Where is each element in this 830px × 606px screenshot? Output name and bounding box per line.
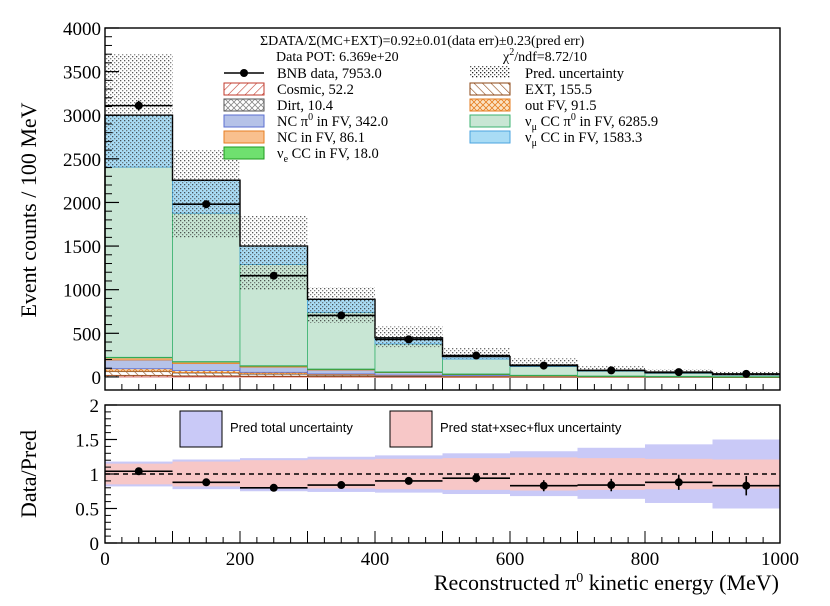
pot-text: Data POT: 6.369e+20 <box>276 50 399 65</box>
data-point-8 <box>674 368 683 377</box>
data-point-7 <box>607 366 616 375</box>
svg-text:Cosmic, 52.2: Cosmic, 52.2 <box>277 82 354 98</box>
ratio-xtick-label-1000: 1000 <box>761 549 799 570</box>
ratio-xtick-label-600: 600 <box>496 549 525 570</box>
ratio-point-0 <box>134 467 143 476</box>
legend-entry-nc-pi0: NC π0 in FV, 342.0 <box>223 112 388 130</box>
legend-entry-cosmic: Cosmic, 52.2 <box>223 82 354 98</box>
legend-entry-nc: NC in FV, 86.1 <box>223 130 365 146</box>
ratio-point-8 <box>674 478 683 487</box>
svg-text:Pred. uncertainty: Pred. uncertainty <box>525 66 625 82</box>
ratio-point-2 <box>269 483 278 492</box>
ratio-summary-text: ΣDATA/Σ(MC+EXT)=0.92±0.01(data err)±0.23… <box>260 34 585 49</box>
svg-text:EXT, 155.5: EXT, 155.5 <box>525 82 592 98</box>
y-axis-title: Event counts / 100 MeV <box>16 102 41 317</box>
stack-bar-numu-cc-pi0-in-fv-1 <box>172 212 241 362</box>
top-ytick-label-3000: 3000 <box>63 106 101 127</box>
svg-text:BNB data, 7953.0: BNB data, 7953.0 <box>277 66 382 82</box>
stack-bar-numu-cc-pi0-in-fv-5 <box>442 358 511 375</box>
top-ytick-label-2500: 2500 <box>63 150 101 171</box>
top-ytick-label-500: 500 <box>73 324 102 345</box>
ratio-point-6 <box>539 481 548 490</box>
svg-text:out FV, 91.5: out FV, 91.5 <box>525 98 596 114</box>
svg-text:Pred total uncertainty: Pred total uncertainty <box>230 420 353 435</box>
ratio-y-axis-title: Data/Pred <box>16 430 41 518</box>
data-point-5 <box>472 351 481 360</box>
legend-entry-syst-unc: Pred stat+xsec+flux uncertainty <box>389 410 622 448</box>
ratio-ytick-label-1: 0.5 <box>75 500 99 521</box>
ratio-point-3 <box>337 481 346 490</box>
pred-uncertainty-band-1 <box>172 150 240 238</box>
svg-text:Dirt, 10.4: Dirt, 10.4 <box>277 98 334 114</box>
top-axes: 0 500 1000 1500 2000 2500 3000 3500 4000 <box>63 19 781 390</box>
svg-text:νe CC in FV, 18.0: νe CC in FV, 18.0 <box>277 146 379 165</box>
data-point-6 <box>539 361 548 370</box>
top-ytick-label-1000: 1000 <box>63 281 101 302</box>
data-point-4 <box>404 335 413 344</box>
stack-bar-nc-0-in-fv-1 <box>172 363 241 371</box>
ratio-point-1 <box>202 478 211 487</box>
top-ytick-label-2000: 2000 <box>63 193 101 214</box>
legend-entry-numu-cc: νμ CC in FV, 1583.3 <box>469 130 642 149</box>
ratio-data-layer <box>105 467 780 496</box>
stack-bar-numu-cc-pi0-in-fv-0 <box>104 166 173 358</box>
x-axis-title: Reconstructed π0 kinetic energy (MeV) <box>434 570 779 595</box>
ratio-xtick-label-0: 0 <box>100 549 110 570</box>
legend-entry-data: BNB data, 7953.0 <box>224 66 382 82</box>
legend-entry-out-fv: out FV, 91.5 <box>469 98 596 114</box>
ratio-point-9 <box>742 481 751 490</box>
legend-entry-nue-cc: νe CC in FV, 18.0 <box>223 146 379 165</box>
ratio-point-7 <box>607 481 616 490</box>
legend-entry-ext: EXT, 155.5 <box>469 82 592 98</box>
stack-bar-nc-0-in-fv-2 <box>239 366 308 373</box>
svg-text:Pred stat+xsec+flux uncertaint: Pred stat+xsec+flux uncertainty <box>440 420 622 435</box>
top-ytick-label-0: 0 <box>92 368 102 389</box>
ratio-panel: 0 0.5 1 1.5 2 0 200 400 600 800 1000 Pred total un… <box>16 396 799 595</box>
ratio-ytick-label-2: 1 <box>90 465 100 486</box>
ratio-xtick-label-400: 400 <box>361 549 390 570</box>
legend-entry-total-unc: Pred total uncertainty <box>179 410 353 448</box>
data-point-3 <box>337 311 346 320</box>
ratio-ytick-label-3: 1.5 <box>75 431 99 452</box>
pred-uncertainty-band-0 <box>105 54 173 168</box>
top-ytick-label-1500: 1500 <box>63 237 101 258</box>
ratio-ytick-label-4: 2 <box>90 396 100 417</box>
stack-bar-nc-0-in-fv-3 <box>307 369 376 375</box>
ratio-xtick-label-800: 800 <box>631 549 660 570</box>
ratio-bands <box>105 439 780 509</box>
stack-bar-numu-cc-pi0-in-fv-4 <box>374 343 443 373</box>
svg-text:NC in FV, 86.1: NC in FV, 86.1 <box>277 130 365 146</box>
stack-bar-nc-0-in-fv-0 <box>104 359 173 370</box>
ratio-point-5 <box>472 474 481 483</box>
chi2-text: χ2/ndf=8.72/10 <box>502 47 587 65</box>
ratio-point-4 <box>404 476 413 485</box>
ratio-ytick-label-0: 0 <box>90 534 100 555</box>
svg-text:νμ CC in FV, 1583.3: νμ CC in FV, 1583.3 <box>525 130 642 149</box>
legend-entry-pred-unc: Pred. uncertainty <box>470 66 625 82</box>
main-histogram-panel: 0 500 1000 1500 2000 2500 3000 3500 4000 ΣDATA/Σ… <box>16 19 781 391</box>
ratio-xtick-label-200: 200 <box>226 549 255 570</box>
legend-entry-numu-cc-pi0: νμ CC π0 in FV, 6285.9 <box>469 112 658 133</box>
svg-text:NC π0 in FV, 342.0: NC π0 in FV, 342.0 <box>277 112 388 130</box>
data-point-1 <box>202 200 211 209</box>
top-ytick-label-4000: 4000 <box>63 19 101 40</box>
ratio-axes: 0 0.5 1 1.5 2 0 200 400 600 800 1000 <box>75 396 799 570</box>
data-layer <box>105 100 780 378</box>
data-point-9 <box>742 369 751 378</box>
legend: BNB data, 7953.0 Cosmic, 52.2 Dirt, 10.4… <box>223 66 658 165</box>
data-point-0 <box>134 101 143 110</box>
svg-text:νμ CC π0 in FV, 6285.9: νμ CC π0 in FV, 6285.9 <box>525 112 658 133</box>
top-ytick-label-3500: 3500 <box>63 63 101 84</box>
legend-entry-dirt: Dirt, 10.4 <box>223 98 334 114</box>
data-point-2 <box>269 271 278 280</box>
